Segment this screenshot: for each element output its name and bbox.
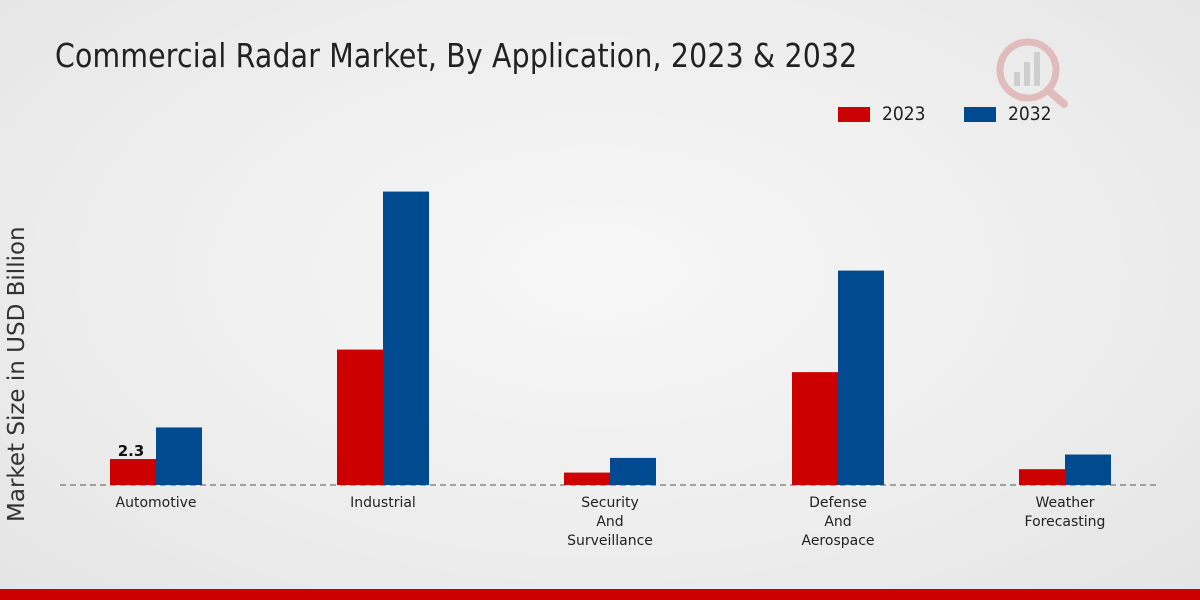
x-tick-label-line: Aerospace — [801, 533, 874, 549]
x-tick-label-0: Automotive — [116, 495, 197, 511]
x-tick-label-line: Forecasting — [1025, 514, 1106, 530]
bar-2023-1 — [337, 349, 383, 485]
bar-2023-4 — [1019, 469, 1065, 485]
bar-2032-2 — [610, 457, 656, 485]
x-tick-label-2: Security And Surveillance — [567, 495, 653, 549]
legend-label-2032: 2032 — [1008, 103, 1052, 125]
x-tick-label-1: Industrial — [350, 495, 416, 511]
chart-title: Commercial Radar Market, By Application,… — [55, 36, 858, 75]
bar-2023-2 — [564, 472, 610, 485]
market-research-logo-icon — [996, 38, 1068, 108]
x-tick-label-line: And — [824, 514, 851, 530]
bar-2032-4 — [1065, 454, 1111, 485]
bottom-accent-bar — [0, 589, 1200, 600]
bar-2023-3 — [792, 372, 838, 485]
data-label-0: 2.3 — [118, 442, 145, 460]
bar-2032-0 — [156, 427, 202, 485]
x-tick-label-line: Automotive — [116, 495, 197, 511]
legend-label-2023: 2023 — [882, 103, 926, 125]
x-tick-label-line: Industrial — [350, 495, 416, 511]
bar-2032-3 — [838, 270, 884, 485]
x-tick-label-4: Weather Forecasting — [1025, 495, 1106, 530]
x-tick-label-line: Surveillance — [567, 533, 653, 549]
x-tick-label-3: Defense And Aerospace — [801, 495, 874, 549]
x-tick-label-line: Defense — [809, 495, 867, 511]
x-tick-label-line: And — [596, 514, 623, 530]
legend-item-2023: 2023 — [838, 103, 930, 125]
x-tick-label-line: Weather — [1036, 495, 1095, 511]
legend-swatch-2023 — [838, 106, 870, 122]
bar-2032-1 — [383, 191, 429, 486]
x-tick-label-line: Security — [581, 495, 639, 511]
legend-swatch-2032 — [964, 106, 997, 122]
bar-2023-0 — [110, 459, 156, 485]
legend-item-2032: 2032 — [964, 103, 1056, 125]
chart-legend: 2023 2032 — [838, 103, 1091, 125]
